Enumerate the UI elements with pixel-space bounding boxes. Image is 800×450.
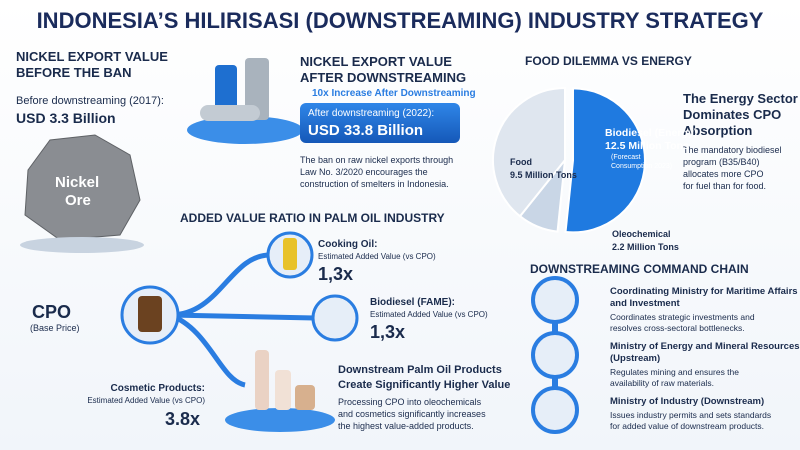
- pie-slice: [564, 87, 646, 234]
- text: for fuel than for food.: [683, 181, 767, 191]
- callout-heading: Create Significantly Higher Value: [338, 379, 511, 391]
- segment-note: Consumption 2023): [611, 163, 673, 170]
- heading: BEFORE THE BAN: [16, 65, 132, 80]
- barrel: [138, 296, 162, 332]
- heading: FOOD DILEMMA VS ENERGY: [525, 54, 692, 68]
- connector: [169, 252, 271, 318]
- title: INDONESIA’S HILIRISASI (DOWNSTREAMING) I…: [36, 8, 764, 33]
- biodiesel-icon: [311, 294, 359, 342]
- base-note: (Base Price): [30, 323, 80, 333]
- cosmetic: [275, 370, 291, 410]
- callout-heading: The Energy Sector: [683, 91, 798, 106]
- ministry-text: for added value of downstream products.: [610, 421, 765, 431]
- product-note: Estimated Added Value (vs CPO): [87, 396, 205, 405]
- ministry-text: Regulates mining and ensures the: [610, 367, 739, 377]
- ministry-icon: [531, 386, 579, 434]
- bottle: [283, 238, 297, 270]
- ministry-icon: [531, 276, 579, 324]
- subheading: 10x Increase After Downstreaming: [312, 88, 476, 99]
- value: USD 33.8 Billion: [308, 122, 424, 139]
- ingot: [200, 105, 260, 121]
- connector: [169, 312, 246, 388]
- product-name: Biodiesel (FAME):: [370, 297, 456, 308]
- ratio: 1,3x: [370, 322, 406, 342]
- cosmetic: [295, 385, 315, 410]
- ministry-title: and Investment: [610, 298, 680, 309]
- heading: NICKEL EXPORT VALUE: [300, 54, 452, 69]
- text: The ban on raw nickel exports through: [300, 155, 454, 165]
- ministry-text: Issues industry permits and sets standar…: [610, 410, 772, 420]
- ministry-icon: [531, 331, 579, 379]
- product-note: Estimated Added Value (vs CPO): [318, 252, 436, 261]
- text: construction of smelters in Indonesia.: [300, 179, 449, 189]
- cosmetic: [255, 350, 269, 410]
- product-name: Cosmetic Products:: [110, 383, 205, 394]
- base: CPO: [32, 302, 72, 322]
- segment-value: 12.5 Million Tons: [605, 140, 689, 152]
- ratio: 1,3x: [318, 264, 354, 284]
- text: The mandatory biodiesel: [683, 145, 782, 155]
- product-name: Cooking Oil:: [318, 239, 378, 250]
- text: and cosmetics significantly increases: [338, 409, 486, 419]
- platform: [187, 116, 303, 144]
- ministry-title: Ministry of Energy and Mineral Resources: [610, 341, 800, 352]
- ministry-text: Coordinates strategic investments and: [610, 312, 755, 322]
- pie-chart: [492, 86, 646, 234]
- heading: NICKEL EXPORT VALUE: [16, 49, 168, 64]
- label: After downstreaming (2022):: [308, 108, 435, 119]
- pie-slice: [492, 86, 566, 218]
- shadow: [20, 237, 144, 253]
- value: USD 3.3 Billion: [16, 110, 116, 126]
- ore-label: Ore: [65, 192, 91, 209]
- segment-name: Food: [510, 157, 532, 167]
- ministry-title: (Upstream): [610, 353, 661, 364]
- segment-note: (Forecast: [611, 154, 641, 161]
- ministry-text: resolves cross-sectoral bottlenecks.: [610, 323, 745, 333]
- platform: [225, 408, 335, 432]
- ore-label: Nickel: [55, 174, 100, 191]
- battery: [245, 58, 269, 120]
- text: allocates more CPO: [683, 169, 764, 179]
- product-note: Estimated Added Value (vs CPO): [370, 310, 488, 319]
- callout-heading: Downstream Palm Oil Products: [338, 364, 502, 376]
- ratio: 3.8x: [165, 409, 201, 429]
- nickel-ore: [24, 134, 141, 241]
- connector: [169, 312, 316, 321]
- segment-value: 2.2 Million Tons: [612, 242, 679, 252]
- ministry-title: Ministry of Industry (Downstream): [610, 396, 765, 407]
- callout-heading: Dominates CPO: [683, 107, 782, 122]
- segment-name: Biodiesel (Energy): [605, 127, 698, 139]
- heading: ADDED VALUE RATIO IN PALM OIL INDUSTRY: [180, 211, 445, 225]
- text: program (B35/B40): [683, 157, 760, 167]
- heading: AFTER DOWNSTREAMING: [300, 70, 467, 85]
- callout-heading: Absorption: [683, 123, 753, 138]
- text: Law No. 3/2020 encourages the: [300, 167, 428, 177]
- text: Processing CPO into oleochemicals: [338, 397, 482, 407]
- segment-value: 9.5 Million Tons: [510, 170, 577, 180]
- ministry-text: availability of raw materials.: [610, 378, 714, 388]
- text: the highest value-added products.: [338, 421, 474, 431]
- label: Before downstreaming (2017):: [16, 95, 164, 107]
- heading: DOWNSTREAMING COMMAND CHAIN: [530, 262, 749, 276]
- value-box: [300, 103, 460, 143]
- segment-name: Oleochemical: [612, 229, 671, 239]
- ministry-title: Coordinating Ministry for Maritime Affai…: [610, 286, 798, 297]
